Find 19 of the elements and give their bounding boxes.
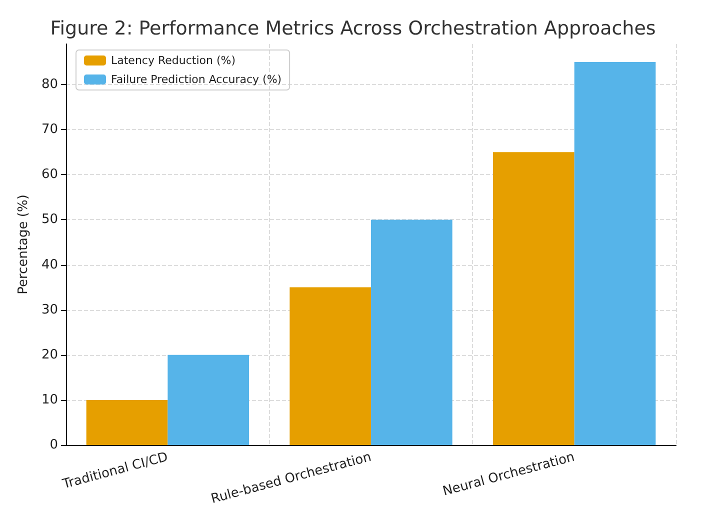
y-tick-label: 20 xyxy=(41,347,58,362)
chart-title: Figure 2: Performance Metrics Across Orchestration Approaches xyxy=(50,18,656,40)
y-tick-label: 30 xyxy=(41,302,58,318)
legend-label: Latency Reduction (%) xyxy=(111,54,236,67)
bar xyxy=(493,152,574,445)
y-tick-label: 60 xyxy=(41,167,58,182)
bar xyxy=(290,287,371,445)
bar xyxy=(371,220,452,445)
y-tick-label: 0 xyxy=(50,438,58,452)
bar xyxy=(574,62,656,445)
bar xyxy=(86,400,168,445)
bar xyxy=(168,354,249,445)
y-tick-label: 80 xyxy=(41,77,58,92)
y-tick-label: 50 xyxy=(41,212,58,228)
y-tick-label: 40 xyxy=(41,257,58,272)
legend-label: Failure Prediction Accuracy (%) xyxy=(111,73,282,86)
y-tick-label: 10 xyxy=(41,392,58,408)
y-tick-label: 70 xyxy=(41,122,58,138)
y-axis-title: Percentage (%) xyxy=(16,194,31,294)
